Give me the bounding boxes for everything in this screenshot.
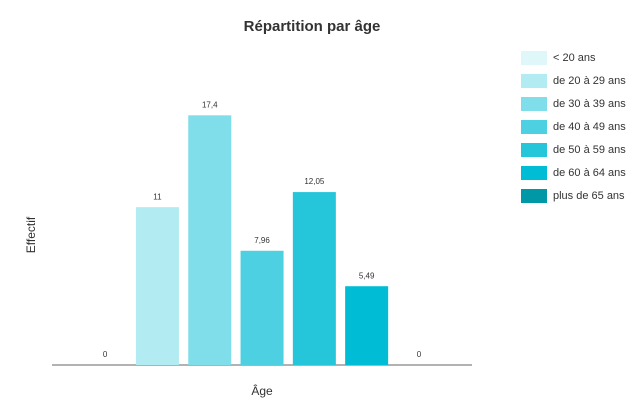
legend-label: de 60 à 64 ans xyxy=(553,167,626,179)
legend-label: de 40 à 49 ans xyxy=(553,121,626,133)
data-label: 11 xyxy=(153,192,162,201)
bar xyxy=(345,286,389,365)
data-label: 17,4 xyxy=(202,100,218,109)
data-label: 7,96 xyxy=(254,236,270,245)
legend-swatch xyxy=(521,166,547,180)
bar xyxy=(240,250,284,365)
data-label: 12,05 xyxy=(304,177,325,186)
bar xyxy=(135,207,179,365)
legend-swatch xyxy=(521,120,547,134)
legend-label: plus de 65 ans xyxy=(553,190,625,202)
bar xyxy=(188,115,232,365)
legend-swatch xyxy=(521,97,547,111)
data-label: 0 xyxy=(417,350,422,359)
legend-label: de 20 à 29 ans xyxy=(553,75,626,87)
legend-label: < 20 ans xyxy=(553,52,596,64)
legend-swatch xyxy=(521,74,547,88)
legend-label: de 50 à 59 ans xyxy=(553,144,626,156)
legend-swatch xyxy=(521,143,547,157)
y-axis-label: Effectif xyxy=(24,216,38,253)
legend-label: de 30 à 39 ans xyxy=(553,98,626,110)
data-label: 0 xyxy=(103,350,108,359)
x-axis-label: Âge xyxy=(251,383,273,398)
legend-swatch xyxy=(521,189,547,203)
bar xyxy=(292,192,336,365)
data-label: 5,49 xyxy=(359,271,375,280)
chart-title: Répartition par âge xyxy=(244,18,381,35)
legend-swatch xyxy=(521,51,547,65)
